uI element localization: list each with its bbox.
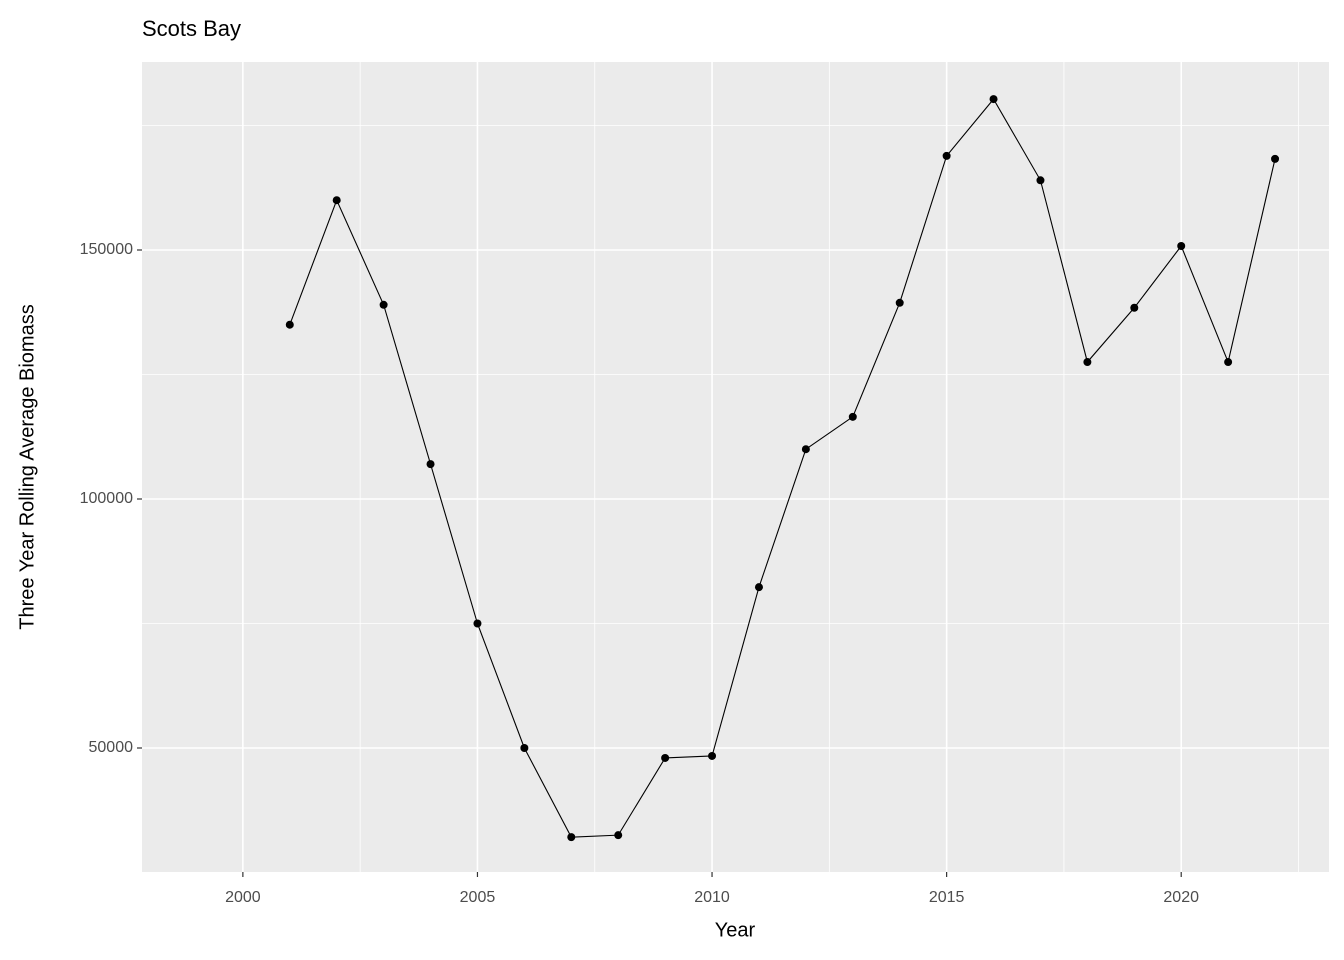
x-tick-label: 2005 [460, 889, 496, 906]
point [520, 743, 529, 752]
point [332, 196, 341, 205]
point [285, 320, 294, 329]
x-tick-label: 2000 [225, 889, 261, 906]
x-tick-label: 2020 [1163, 889, 1199, 906]
x-tick-label: 2010 [694, 889, 730, 906]
point [473, 619, 482, 628]
point [1271, 154, 1280, 163]
x-axis-title: Year [715, 919, 756, 941]
y-tick-label: 50000 [89, 739, 134, 756]
point [426, 460, 435, 469]
point [1224, 358, 1233, 367]
point [848, 412, 857, 421]
point [801, 445, 810, 454]
plot-panel [142, 62, 1329, 872]
y-tick-label: 150000 [80, 241, 133, 258]
y-tick-label: 100000 [80, 490, 133, 507]
point [1177, 242, 1186, 251]
line [289, 98, 1276, 838]
point [567, 833, 576, 842]
point [1036, 176, 1045, 185]
point [942, 151, 951, 160]
y-axis-title: Three Year Rolling Average Biomass [16, 304, 38, 629]
point [379, 300, 388, 309]
point [1083, 358, 1092, 367]
point [708, 751, 717, 760]
chart-title: Scots Bay [142, 16, 241, 41]
point [1130, 303, 1139, 312]
point [661, 753, 670, 762]
point [895, 298, 904, 307]
point [614, 831, 623, 840]
point [754, 583, 763, 592]
x-tick-label: 2015 [929, 889, 965, 906]
point [989, 95, 998, 104]
